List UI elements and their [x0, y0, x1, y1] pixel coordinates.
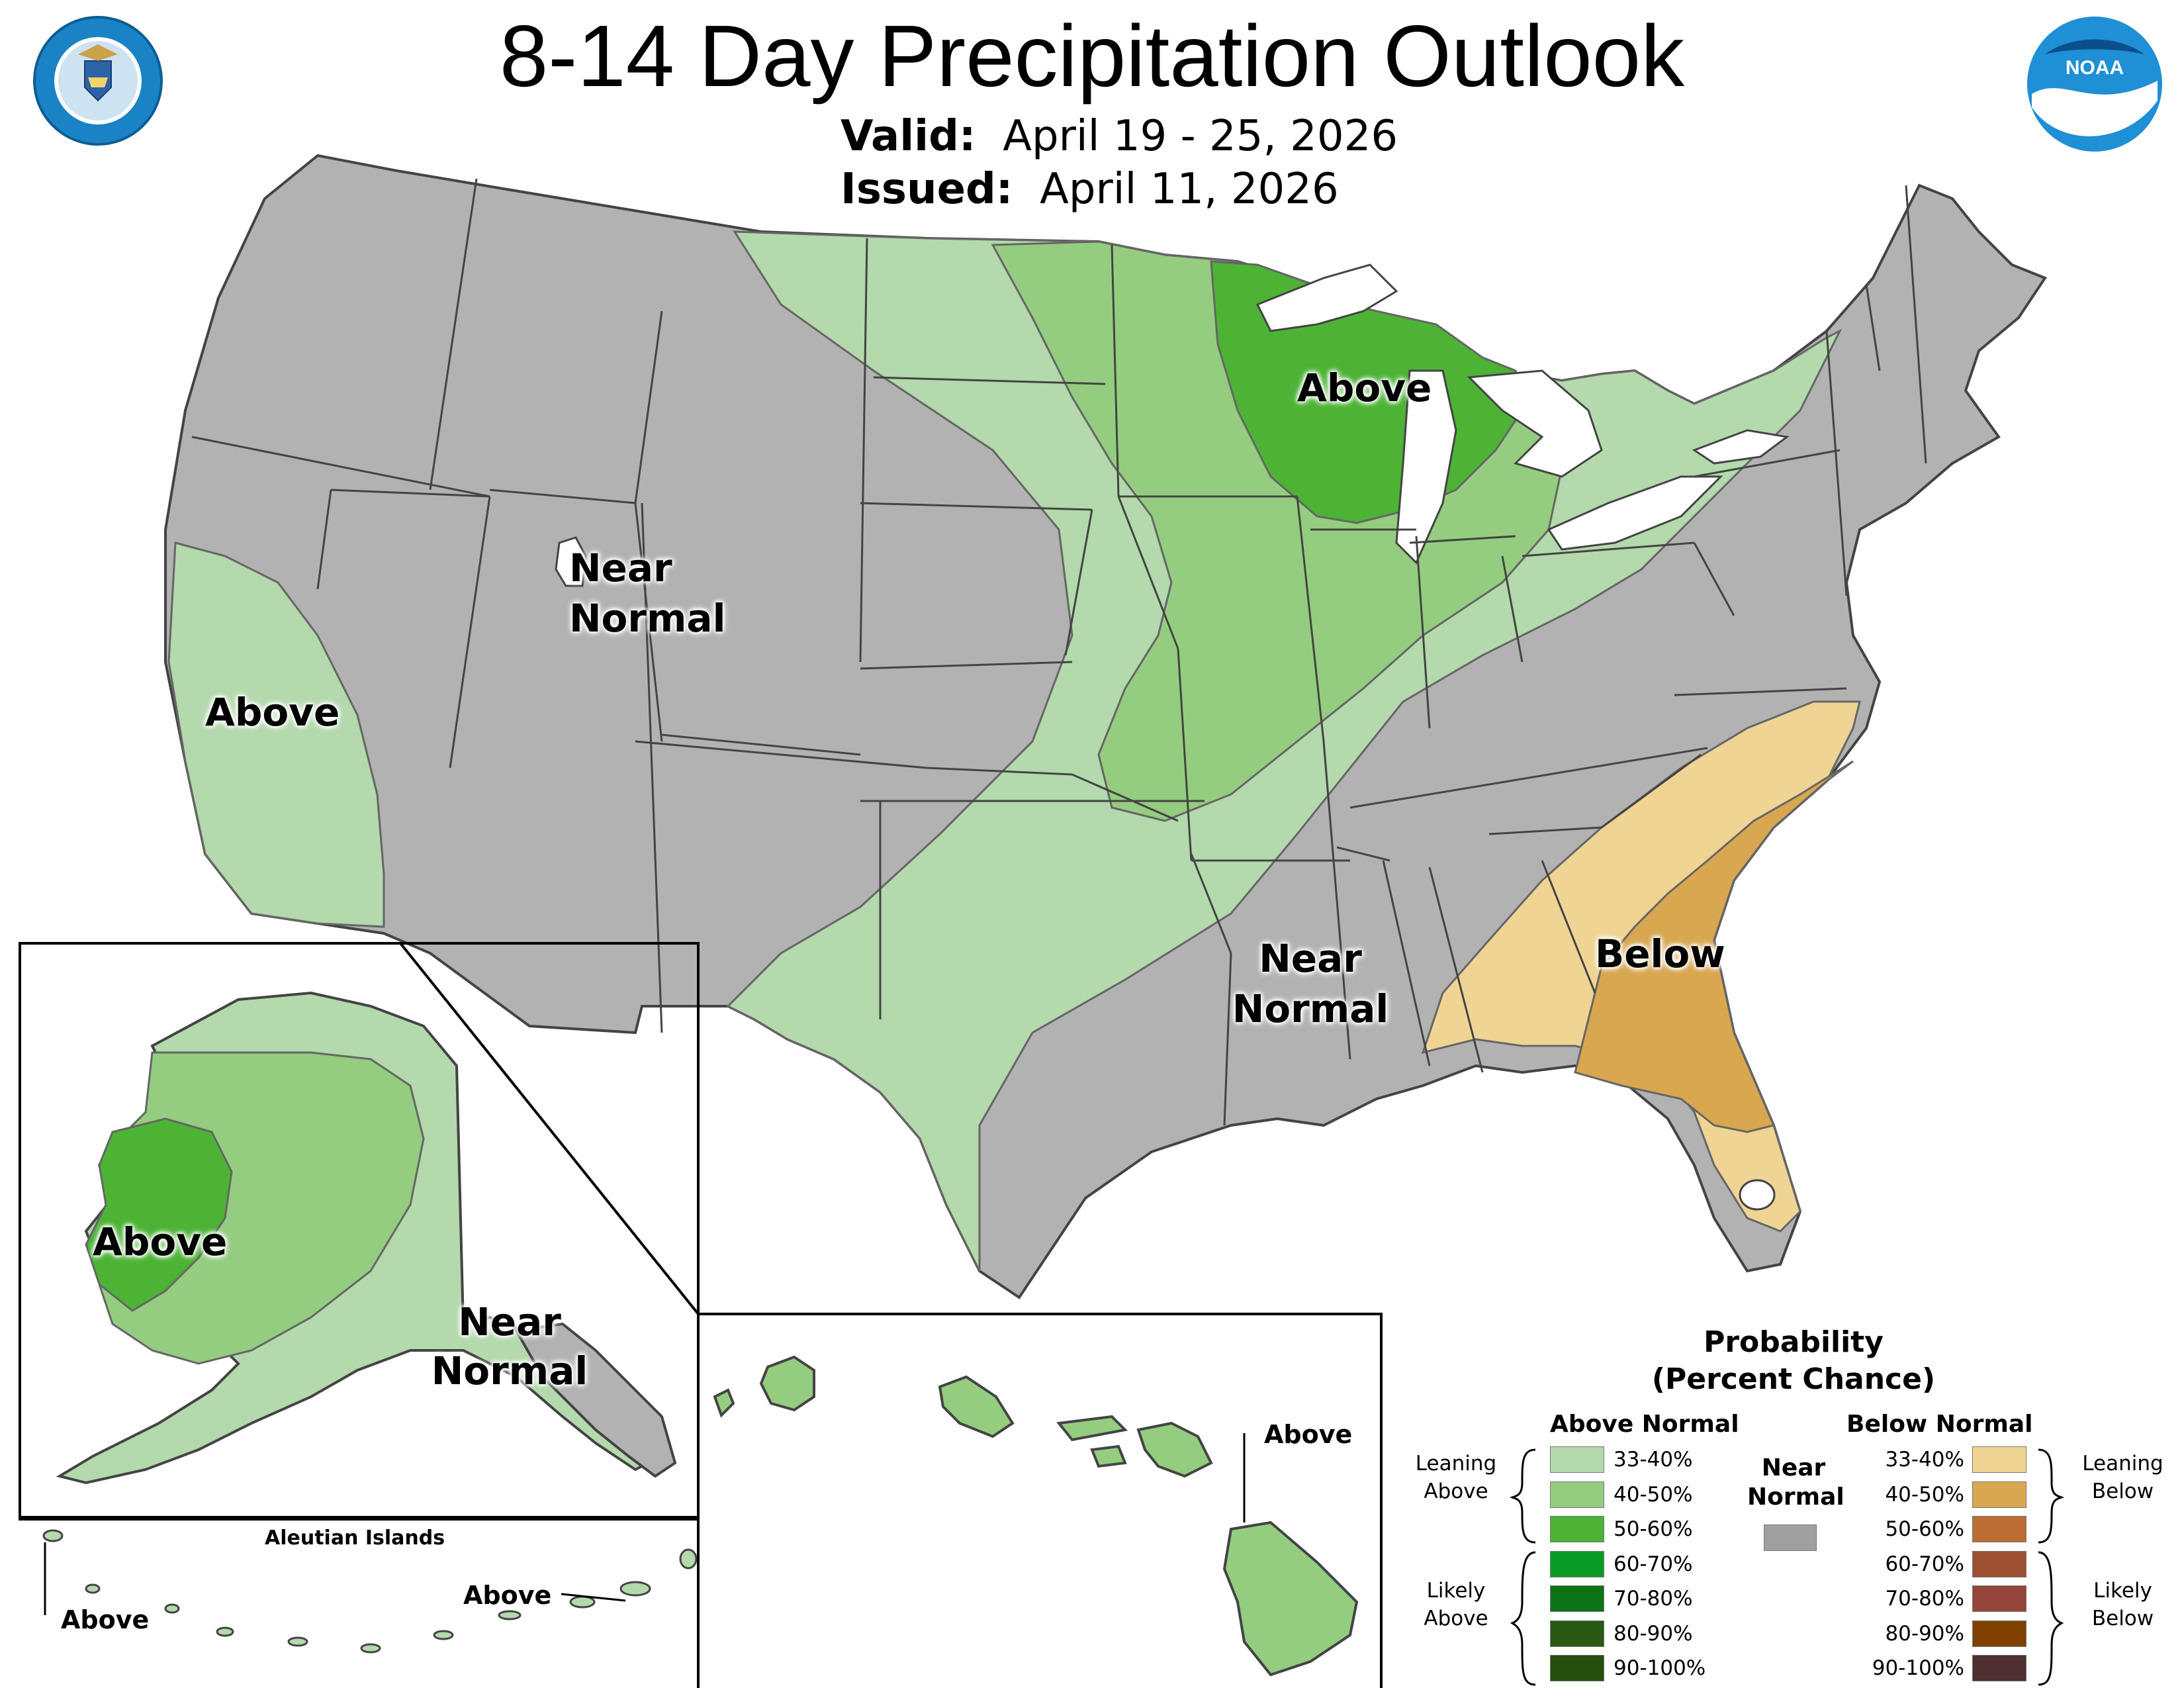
legend-above-swatch: [1550, 1550, 1604, 1577]
issued-line: Issued: April 11, 2026: [841, 164, 1339, 214]
legend-below-swatch: [1972, 1620, 2026, 1647]
legend-above-swatch: [1550, 1585, 1604, 1612]
legend-below-label: 90-100%: [1872, 1656, 1964, 1680]
commerce-seal-logo: [32, 15, 164, 147]
legend-below-label: 80-90%: [1885, 1621, 1964, 1646]
legend-above-label: 80-90%: [1614, 1621, 1693, 1646]
legend-title-line1: Probability: [1704, 1325, 1884, 1359]
legend-likely-above-line1: Likely: [1426, 1579, 1486, 1603]
legend-above-swatch: [1550, 1481, 1604, 1508]
legend-likely-below: Likely Below: [2068, 1577, 2177, 1632]
label-above-upper-midwest: Above: [1297, 365, 1432, 410]
label-aleutian-above-east: Above: [463, 1581, 552, 1610]
legend-leaning-above-line1: Leaning: [1415, 1452, 1497, 1476]
legend-leaning-below-line1: Leaning: [2082, 1452, 2163, 1476]
hawaiian-islands: [713, 1355, 1359, 1677]
legend-below-label: 33-40%: [1885, 1448, 1964, 1472]
legend-below-swatch: [1972, 1481, 2026, 1508]
label-aleutian-title: Aleutian Islands: [265, 1526, 445, 1550]
legend-near-header-line1: Near: [1761, 1454, 1826, 1481]
label-near-normal-south: Near Normal: [1205, 933, 1416, 1034]
great-lakes: [1255, 263, 1790, 565]
hawaii-inset: [697, 1313, 1383, 1688]
legend-near-header-line2: Normal: [1747, 1483, 1844, 1511]
legend-below-swatch: [1972, 1516, 2026, 1542]
label-hawaii-above: Above: [1264, 1420, 1353, 1449]
legend-above-swatch: [1550, 1516, 1604, 1542]
west-coast-above-region: [167, 541, 385, 928]
alaska-above-50-60-region: [85, 1117, 233, 1312]
legend-likely-above: Likely Above: [1406, 1577, 1506, 1632]
legend-above-swatch: [1550, 1446, 1604, 1473]
aleutian-islands: [42, 1529, 698, 1654]
aleutian-pointer-east: [561, 1593, 626, 1602]
hawaii-inset-box: [697, 1313, 1383, 1688]
legend-above-header: Above Normal: [1550, 1411, 1739, 1438]
valid-value: April 19 - 25, 2026: [1003, 112, 1398, 161]
southeast-below-40-50-region: [1574, 760, 1854, 1133]
valid-label: Valid:: [841, 112, 976, 161]
lake-okeechobee: [1739, 1179, 1776, 1211]
conus-map: [164, 154, 2048, 1299]
legend-below-label: 50-60%: [1885, 1517, 1964, 1541]
great-salt-lake: [555, 536, 587, 587]
legend-above-swatch: [1550, 1620, 1604, 1647]
label-near-normal-west: Near Normal: [569, 543, 807, 643]
legend-leaning-below-line2: Below: [2091, 1479, 2154, 1503]
valid-line: Valid: April 19 - 25, 2026: [841, 111, 1398, 162]
label-alaska-near-normal-text: Near Normal: [431, 1299, 588, 1393]
legend-near-swatch: [1764, 1524, 1817, 1551]
legend-above-label: 90-100%: [1614, 1656, 1706, 1680]
legend-near-header: Near Normal: [1747, 1454, 1844, 1512]
label-below-southeast: Below: [1595, 931, 1725, 976]
legend-above-label: 40-50%: [1614, 1482, 1693, 1507]
label-above-west-coast: Above: [205, 690, 340, 735]
legend-below-label: 70-80%: [1885, 1587, 1964, 1611]
label-alaska-above: Above: [93, 1219, 228, 1264]
legend-below-swatch: [1972, 1585, 2026, 1612]
legend-below-header: Below Normal: [1846, 1411, 2033, 1438]
legend-below-label: 40-50%: [1885, 1482, 1964, 1507]
legend-likely-below-line2: Below: [2091, 1607, 2154, 1630]
legend-likely-above-line2: Above: [1424, 1607, 1488, 1630]
label-alaska-near-normal: Near Normal: [417, 1297, 602, 1395]
legend-above-label: 70-80%: [1614, 1587, 1693, 1611]
legend-above-label: 60-70%: [1614, 1552, 1693, 1576]
legend-title-line2: (Percent Chance): [1651, 1362, 1936, 1396]
legend-below-swatch: [1972, 1655, 2026, 1681]
state-borders: [191, 178, 1927, 1126]
legend-above-swatch: [1550, 1655, 1604, 1681]
noaa-logo-text: NOAA: [2066, 57, 2124, 79]
alaska-inset: [19, 942, 700, 1688]
legend-leaning-above-line2: Above: [1424, 1479, 1488, 1503]
legend-below-swatch: [1972, 1446, 2026, 1473]
label-aleutian-above-west: Above: [61, 1605, 150, 1634]
legend-likely-below-line1: Likely: [2093, 1579, 2152, 1603]
legend-title: Probability (Percent Chance): [1635, 1324, 1952, 1398]
label-near-normal-west-text: Near Normal: [569, 545, 726, 641]
noaa-logo: NOAA: [2025, 15, 2164, 154]
legend-below-swatch: [1972, 1550, 2026, 1577]
alaska-inset-box: [19, 942, 700, 1521]
legend-below-label: 60-70%: [1885, 1552, 1964, 1576]
page-title: 8-14 Day Precipitation Outlook: [499, 7, 1685, 105]
alaska-panhandle-near-normal: [514, 1322, 677, 1478]
label-near-normal-south-text: Near Normal: [1232, 936, 1389, 1031]
legend-leaning-above: Leaning Above: [1406, 1450, 1506, 1505]
legend-above-label: 33-40%: [1614, 1448, 1693, 1472]
legend-above-label: 50-60%: [1614, 1517, 1693, 1541]
issued-value: April 11, 2026: [1040, 165, 1339, 214]
legend-leaning-below: Leaning Below: [2068, 1450, 2177, 1505]
issued-label: Issued:: [841, 165, 1013, 214]
legend-brackets: [1509, 1448, 2065, 1686]
